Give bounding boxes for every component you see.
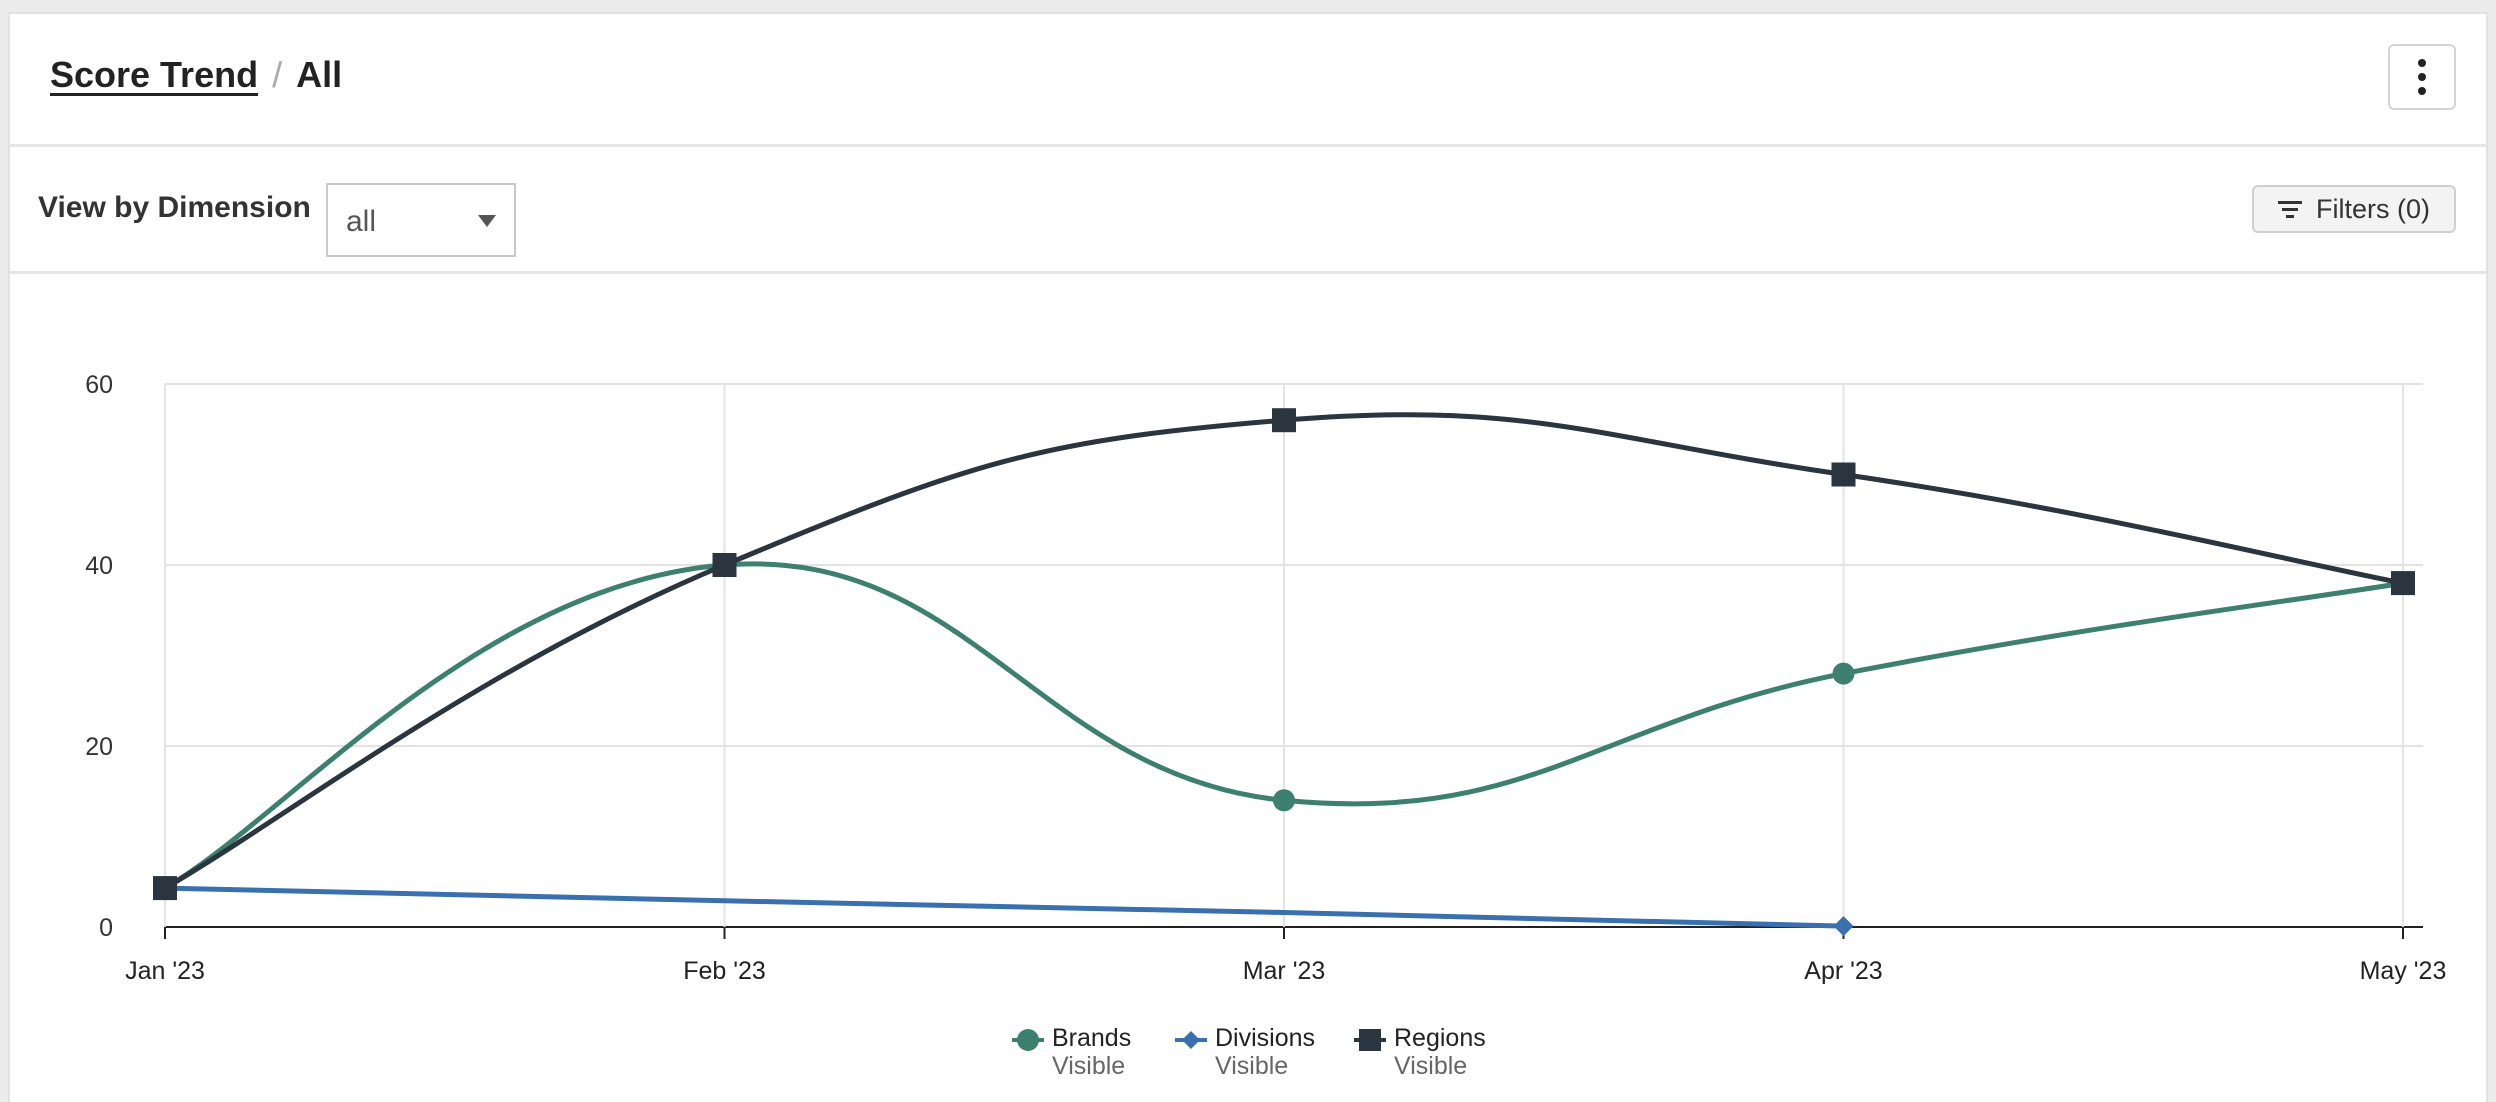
- more-options-button[interactable]: [2388, 44, 2456, 110]
- divisions-data-point: [1833, 916, 1854, 937]
- y-tick-label: 20: [85, 733, 113, 761]
- legend-square-icon: [1354, 1029, 1386, 1051]
- caret-down-icon: [478, 215, 496, 227]
- x-tick-label: May '23: [2360, 957, 2447, 985]
- legend-series-name: Regions: [1394, 1024, 1486, 1052]
- regions-data-point: [2391, 571, 2415, 596]
- breadcrumb: Score Trend / All: [50, 54, 342, 96]
- view-by-dimension-label: View by Dimension: [38, 191, 311, 224]
- filter-icon: [2278, 200, 2302, 218]
- y-tick-label: 0: [99, 914, 113, 942]
- regions-data-point: [712, 553, 737, 577]
- brands-data-point: [1273, 789, 1295, 812]
- y-tick-label: 60: [85, 371, 113, 399]
- legend-series-status: Visible: [1052, 1052, 1126, 1080]
- breadcrumb-score-trend-link[interactable]: Score Trend: [50, 54, 259, 95]
- panel-header: Score Trend / All: [10, 14, 2486, 147]
- dimension-select[interactable]: all: [326, 183, 516, 257]
- legend-series-status: Visible: [1394, 1052, 1468, 1080]
- x-tick-label: Apr '23: [1804, 957, 1882, 985]
- score-trend-panel: Score Trend / All View by Dimension all …: [8, 12, 2488, 1102]
- regions-data-point: [153, 876, 177, 901]
- legend-series-name: Divisions: [1215, 1024, 1316, 1052]
- filters-button[interactable]: Filters (0): [2252, 185, 2456, 233]
- x-tick-label: Mar '23: [1243, 957, 1326, 985]
- chart-toolbar: View by Dimension all Filters (0): [10, 147, 2486, 274]
- legend-circle-icon: [1012, 1029, 1044, 1051]
- regions-series-line: [163, 412, 2404, 891]
- filters-button-label: Filters (0): [2316, 193, 2430, 224]
- brands-data-point: [1832, 662, 1855, 685]
- legend-series-name: Brands: [1052, 1024, 1132, 1052]
- y-tick-label: 40: [85, 552, 113, 580]
- divisions-series-line: [164, 885, 1844, 929]
- legend-diamond-icon: [1175, 1031, 1207, 1049]
- brands-series-line: [163, 561, 2404, 891]
- regions-data-point: [1272, 408, 1296, 433]
- dimension-select-value: all: [346, 205, 377, 238]
- breadcrumb-current: All: [296, 54, 343, 95]
- regions-data-point: [1831, 462, 1856, 487]
- x-tick-label: Jan '23: [125, 957, 205, 985]
- chart-legend: Brands Visible Divisions Visible Regions Visi…: [0, 1022, 2496, 1092]
- legend-series-status: Visible: [1215, 1052, 1289, 1080]
- breadcrumb-separator: /: [272, 54, 283, 95]
- more-vertical-icon: [2418, 59, 2426, 67]
- x-tick-label: Feb '23: [683, 957, 766, 985]
